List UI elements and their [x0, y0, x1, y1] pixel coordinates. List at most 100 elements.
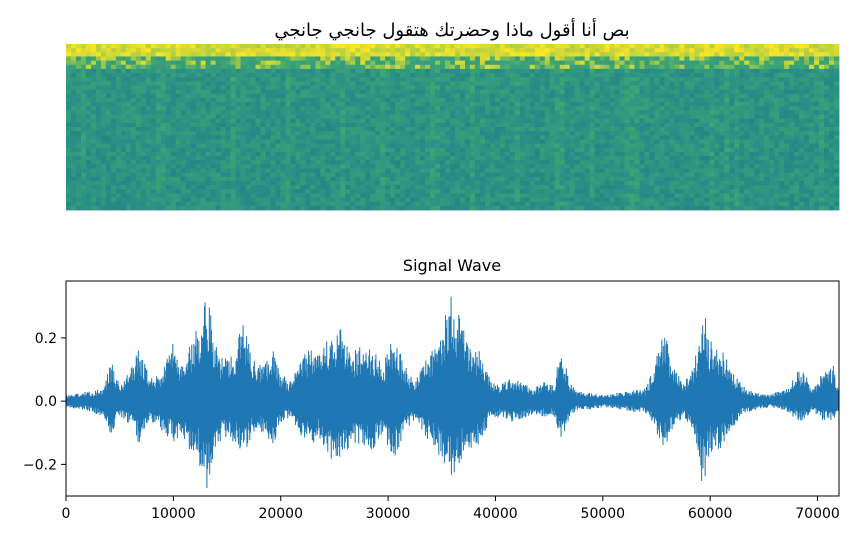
spectrogram-cell	[170, 56, 177, 61]
spectrogram-cell	[355, 143, 361, 149]
spectrogram-cell	[564, 89, 571, 95]
spectrogram-cell	[569, 56, 576, 61]
spectrogram-cell	[215, 160, 221, 165]
spectrogram-cell	[315, 73, 321, 78]
spectrogram-cell	[634, 197, 640, 203]
spectrogram-cell	[649, 64, 655, 70]
spectrogram-cell	[220, 127, 226, 132]
spectrogram-cell	[355, 168, 361, 174]
spectrogram-cell	[509, 176, 516, 182]
spectrogram-cell	[375, 68, 381, 74]
spectrogram-cell	[370, 93, 376, 99]
spectrogram-cell	[614, 118, 620, 124]
spectrogram-cell	[574, 135, 581, 140]
spectrogram-cell	[375, 64, 381, 70]
spectrogram-cell	[395, 122, 401, 128]
spectrogram-cell	[469, 118, 476, 124]
spectrogram-cell	[604, 139, 610, 144]
spectrogram-cell	[150, 168, 157, 174]
spectrogram-cell	[400, 77, 406, 82]
spectrogram-cell	[140, 97, 147, 103]
spectrogram-cell	[215, 193, 221, 198]
spectrogram-cell	[155, 127, 162, 132]
spectrogram-cell	[584, 164, 591, 169]
spectrogram-cell	[200, 56, 207, 61]
spectrogram-cell	[579, 135, 586, 140]
spectrogram-cell	[634, 64, 640, 70]
spectrogram-cell	[130, 131, 137, 136]
spectrogram-cell	[659, 77, 665, 82]
spectrogram-cell	[235, 48, 241, 53]
spectrogram-cell	[335, 64, 341, 70]
spectrogram-cell	[554, 85, 561, 91]
spectrogram-cell	[489, 102, 496, 107]
spectrogram-cell	[155, 110, 162, 115]
spectrogram-cell	[569, 135, 576, 140]
spectrogram-cell	[494, 160, 501, 165]
spectrogram-cell	[375, 52, 381, 57]
spectrogram-cell	[584, 176, 591, 182]
spectrogram-cell	[275, 89, 281, 95]
spectrogram-cell	[380, 197, 386, 203]
spectrogram-cell	[435, 118, 441, 124]
spectrogram-cell	[559, 102, 566, 107]
spectrogram-cell	[385, 131, 391, 136]
spectrogram-cell	[310, 151, 316, 157]
spectrogram-cell	[160, 156, 167, 161]
spectrogram-cell	[440, 106, 446, 111]
spectrogram-cell	[534, 168, 541, 174]
spectrogram-cell	[504, 151, 511, 157]
spectrogram-cell	[185, 77, 192, 82]
spectrogram-cell	[375, 135, 381, 140]
spectrogram-cell	[609, 118, 615, 124]
spectrogram-cell	[494, 122, 501, 128]
spectrogram-cell	[245, 118, 251, 124]
spectrogram-cell	[569, 185, 576, 190]
spectrogram-cell	[624, 106, 630, 111]
spectrogram-cell	[599, 127, 606, 132]
spectrogram-cell	[250, 135, 256, 140]
spectrogram-cell	[66, 189, 72, 194]
spectrogram-cell	[185, 205, 192, 211]
spectrogram-cell	[240, 44, 246, 49]
spectrogram-cell	[140, 131, 147, 136]
spectrogram-cell	[305, 122, 311, 128]
spectrogram-cell	[569, 60, 576, 66]
spectrogram-cell	[205, 60, 212, 66]
spectrogram-cell	[400, 118, 406, 124]
spectrogram-cell	[310, 110, 316, 115]
spectrogram-cell	[425, 156, 431, 161]
spectrogram-cell	[235, 180, 241, 186]
spectrogram-cell	[250, 180, 256, 186]
spectrogram-cell	[549, 68, 556, 74]
spectrogram-cell	[375, 102, 381, 107]
spectrogram-cell	[599, 73, 606, 78]
spectrogram-cell	[450, 164, 456, 169]
spectrogram-cell	[245, 131, 251, 136]
spectrogram-cell	[75, 160, 82, 165]
spectrogram-cell	[255, 102, 261, 107]
spectrogram-cell	[215, 68, 221, 74]
spectrogram-cell	[554, 52, 561, 57]
spectrogram-cell	[295, 131, 301, 136]
spectrogram-cell	[280, 143, 286, 149]
spectrogram-cell	[400, 131, 406, 136]
spectrogram-cell	[210, 93, 217, 99]
spectrogram-cell	[405, 185, 411, 190]
spectrogram-cell	[659, 151, 665, 157]
spectrogram-cell	[450, 60, 456, 66]
spectrogram-cell	[175, 197, 182, 203]
spectrogram-cell	[589, 102, 596, 107]
spectrogram-cell	[440, 168, 446, 174]
spectrogram-cell	[554, 89, 561, 95]
spectrogram-cell	[509, 77, 516, 82]
spectrogram-cell	[410, 73, 416, 78]
spectrogram-cell	[524, 77, 531, 82]
spectrogram-cell	[614, 197, 620, 203]
spectrogram-cell	[370, 118, 376, 124]
spectrogram-cell	[425, 147, 431, 153]
spectrogram-cell	[544, 131, 551, 136]
spectrogram-cell	[445, 168, 451, 174]
spectrogram-cell	[185, 151, 192, 157]
spectrogram-cell	[140, 44, 147, 49]
